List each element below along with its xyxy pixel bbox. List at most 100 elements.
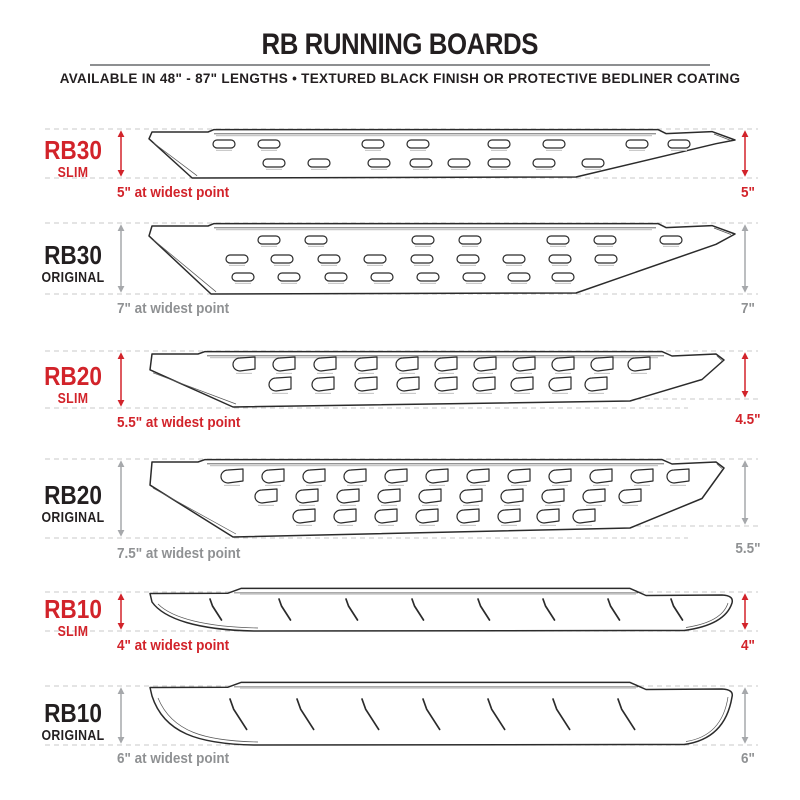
oval-slot <box>532 158 556 168</box>
hash-mark <box>345 598 359 621</box>
product-name: RB20 <box>44 480 102 510</box>
board-detail-line <box>685 602 729 628</box>
board-outline-rb30-slim <box>148 128 736 179</box>
d-slot <box>512 356 536 372</box>
oval-slot <box>212 139 236 149</box>
hash-mark <box>361 698 380 731</box>
oval-slot <box>304 235 328 245</box>
d-slot <box>551 356 575 372</box>
hash-mark <box>422 698 441 731</box>
d-slot <box>548 376 572 392</box>
hash-mark <box>617 698 636 731</box>
rear-width-label: 5" <box>741 184 755 201</box>
d-slot <box>292 508 316 524</box>
product-label-rb20-slim: RB20 SLIM <box>24 363 122 407</box>
row-artwork-rb10-slim <box>45 587 758 632</box>
d-slot <box>313 356 337 372</box>
oval-slot <box>257 139 281 149</box>
d-slot <box>630 468 654 484</box>
oval-slot <box>507 272 531 282</box>
front-width-label: 6" at widest point <box>117 750 230 767</box>
d-slot <box>220 468 244 484</box>
d-slot <box>336 488 360 504</box>
tread-pattern <box>220 468 690 526</box>
d-slot <box>584 376 608 392</box>
oval-slot <box>277 272 301 282</box>
d-slot <box>354 356 378 372</box>
d-slot <box>589 468 613 484</box>
row-artwork-rb20-slim <box>45 350 758 409</box>
d-slot <box>500 488 524 504</box>
row-artwork-rb20-original <box>45 458 758 539</box>
oval-slot <box>458 235 482 245</box>
oval-slot <box>542 139 566 149</box>
d-slot <box>572 508 596 524</box>
board-detail-line <box>153 239 217 293</box>
hash-mark <box>229 698 248 731</box>
d-slot <box>497 508 521 524</box>
hash-mark <box>278 598 292 621</box>
d-slot <box>541 488 565 504</box>
front-width-label: 7" at widest point <box>117 300 230 317</box>
product-label-rb10-original: RB10 ORIGINAL <box>24 700 122 744</box>
hash-mark <box>607 598 621 621</box>
product-variant: SLIM <box>57 391 89 407</box>
board-profile <box>149 587 734 632</box>
hash-mark <box>670 598 684 621</box>
d-slot <box>434 376 458 392</box>
d-slot <box>582 488 606 504</box>
product-variant: SLIM <box>57 165 89 181</box>
d-slot <box>548 468 572 484</box>
oval-slot <box>225 254 249 264</box>
board-detail-line <box>713 133 732 141</box>
height-measure-arrow <box>741 224 749 293</box>
d-slot <box>434 356 458 372</box>
board-detail-line <box>716 463 723 469</box>
page-title: RB RUNNING BOARDS <box>0 28 800 62</box>
rear-width-label: 7" <box>741 300 755 317</box>
rear-width-label: 5.5" <box>735 540 761 557</box>
rear-width-label: 6" <box>741 750 755 767</box>
board-outline-rb10-original <box>149 681 734 746</box>
board-profile <box>149 681 734 746</box>
oval-slot <box>487 158 511 168</box>
oval-slot <box>367 158 391 168</box>
page-subtitle: AVAILABLE IN 48" - 87" LENGTHS • TEXTURE… <box>59 71 741 86</box>
oval-slot <box>406 139 430 149</box>
oval-slot <box>257 235 281 245</box>
oval-slot <box>411 235 435 245</box>
oval-slot <box>361 139 385 149</box>
d-slot <box>459 488 483 504</box>
height-measure-arrow <box>117 130 125 177</box>
product-variant: ORIGINAL <box>41 728 105 744</box>
oval-slot <box>487 139 511 149</box>
product-variant: SLIM <box>57 624 89 640</box>
front-width-label: 5.5" at widest point <box>117 414 241 431</box>
height-measure-arrow <box>741 130 749 177</box>
product-variant: ORIGINAL <box>41 510 105 526</box>
oval-slot <box>502 254 526 264</box>
d-slot <box>507 468 531 484</box>
front-width-label: 7.5" at widest point <box>117 545 241 562</box>
product-name: RB10 <box>44 698 102 728</box>
page-title-text: RB RUNNING BOARDS <box>261 28 539 61</box>
board-profile <box>148 128 736 179</box>
oval-slot <box>462 272 486 282</box>
tread-pattern <box>212 139 691 170</box>
product-name: RB30 <box>44 135 102 165</box>
hash-mark <box>542 598 556 621</box>
oval-slot <box>363 254 387 264</box>
height-measure-arrow <box>741 352 749 398</box>
tread-pattern <box>232 356 651 394</box>
d-slot <box>473 356 497 372</box>
oval-slot <box>456 254 480 264</box>
oval-slot <box>625 139 649 149</box>
header-divider <box>90 64 710 66</box>
d-slot <box>311 376 335 392</box>
oval-slot <box>410 254 434 264</box>
d-slot <box>618 488 642 504</box>
product-name: RB10 <box>44 594 102 624</box>
d-slot <box>354 376 378 392</box>
